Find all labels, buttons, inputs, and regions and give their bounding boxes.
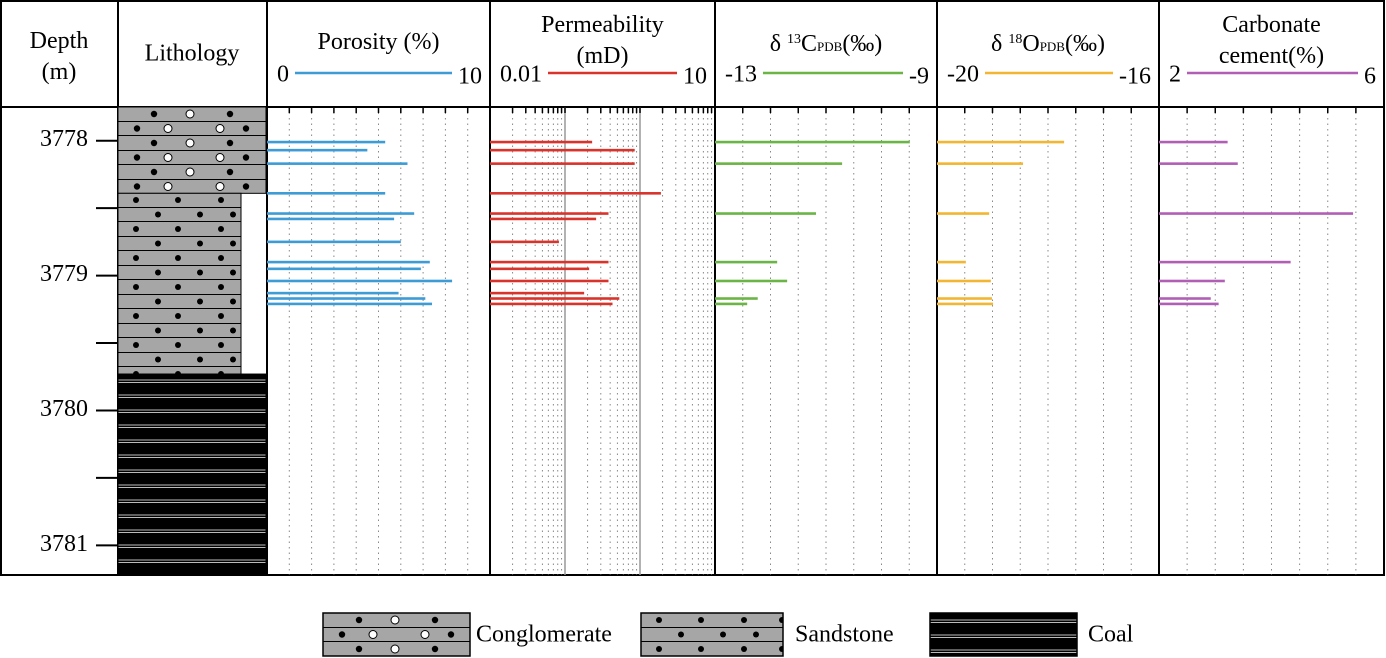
title-part: C <box>801 31 817 57</box>
title-part: PDB <box>1040 39 1066 54</box>
bar <box>1159 302 1219 306</box>
scale-label: 0.01 <box>500 62 542 88</box>
legend-swatch <box>322 612 471 657</box>
bar <box>1159 297 1211 300</box>
lithology-title: Lithology <box>145 41 240 67</box>
bar <box>490 297 620 300</box>
track-title: δ 13CPDB(‰) <box>770 31 883 57</box>
bar <box>490 148 635 152</box>
scale-label: -13 <box>725 62 757 88</box>
scale-label: -9 <box>909 64 929 90</box>
lithology-interval <box>117 373 267 576</box>
bar <box>490 240 559 244</box>
bar <box>267 192 386 195</box>
bar <box>937 260 966 264</box>
scale-label: -16 <box>1119 64 1151 90</box>
bar <box>715 297 758 300</box>
legend-swatch <box>640 612 784 657</box>
bar <box>267 162 408 165</box>
title-part: PDB <box>817 39 843 54</box>
bar <box>1159 212 1354 215</box>
scale-label: 10 <box>683 64 707 90</box>
bar <box>490 212 609 215</box>
legend-label: Conglomerate <box>476 622 612 648</box>
bar <box>937 140 1065 144</box>
bar <box>267 279 453 283</box>
scale-label: 10 <box>458 64 482 90</box>
track-title: Carbonate cement(%) <box>1218 12 1325 69</box>
legend-swatch <box>929 612 1078 657</box>
bar <box>937 162 1024 165</box>
scale-label: 2 <box>1169 62 1181 88</box>
depth-title: Depth (m) <box>29 28 89 85</box>
bar <box>715 302 748 306</box>
scale-label: -20 <box>947 62 979 88</box>
bar <box>1159 162 1238 165</box>
title-part: O <box>1022 31 1039 57</box>
bar <box>267 240 401 244</box>
title-part: 18 <box>1008 32 1022 47</box>
scale-label: 6 <box>1364 64 1376 90</box>
bar <box>267 140 386 144</box>
bar <box>267 291 399 295</box>
bar <box>267 212 415 215</box>
track-title: Permeability (mD) <box>541 12 664 69</box>
bar <box>267 217 395 221</box>
bar <box>715 212 817 215</box>
y-tick-label: 3780 <box>40 396 88 422</box>
bar <box>490 279 609 283</box>
y-tick-label: 3781 <box>40 531 88 557</box>
bar <box>937 279 991 283</box>
bar <box>1159 279 1225 283</box>
lithology-interval <box>117 106 267 194</box>
title-part: δ <box>991 31 1008 57</box>
bar <box>490 162 635 165</box>
track-title: Porosity (%) <box>317 29 440 55</box>
bar <box>267 267 421 271</box>
bar <box>490 260 609 264</box>
bar <box>937 212 990 215</box>
bar <box>715 140 910 144</box>
y-tick-label: 3778 <box>40 126 88 152</box>
track-title: δ 18OPDB(‰) <box>991 31 1105 57</box>
bar <box>715 279 788 283</box>
lithology-interval <box>117 192 242 375</box>
bar <box>267 260 430 264</box>
bar <box>490 140 593 144</box>
bar <box>715 260 778 264</box>
y-tick-label: 3779 <box>40 261 88 287</box>
bar <box>1159 140 1228 144</box>
title-part: (‰) <box>842 31 882 57</box>
bar <box>490 217 597 221</box>
bar <box>1159 260 1291 264</box>
bar <box>937 302 994 306</box>
bar <box>490 267 590 271</box>
bar <box>267 297 426 300</box>
legend-label: Coal <box>1088 622 1134 648</box>
title-part: (‰) <box>1065 31 1105 57</box>
bar <box>490 302 613 306</box>
bar <box>490 291 585 295</box>
bar <box>715 162 843 165</box>
title-part: 13 <box>787 32 801 47</box>
legend-label: Sandstone <box>795 622 894 648</box>
scale-label: 0 <box>277 62 289 88</box>
bar <box>267 302 433 306</box>
bar <box>490 192 661 195</box>
title-part: δ <box>770 31 787 57</box>
bar <box>937 297 992 300</box>
bar <box>267 148 368 152</box>
